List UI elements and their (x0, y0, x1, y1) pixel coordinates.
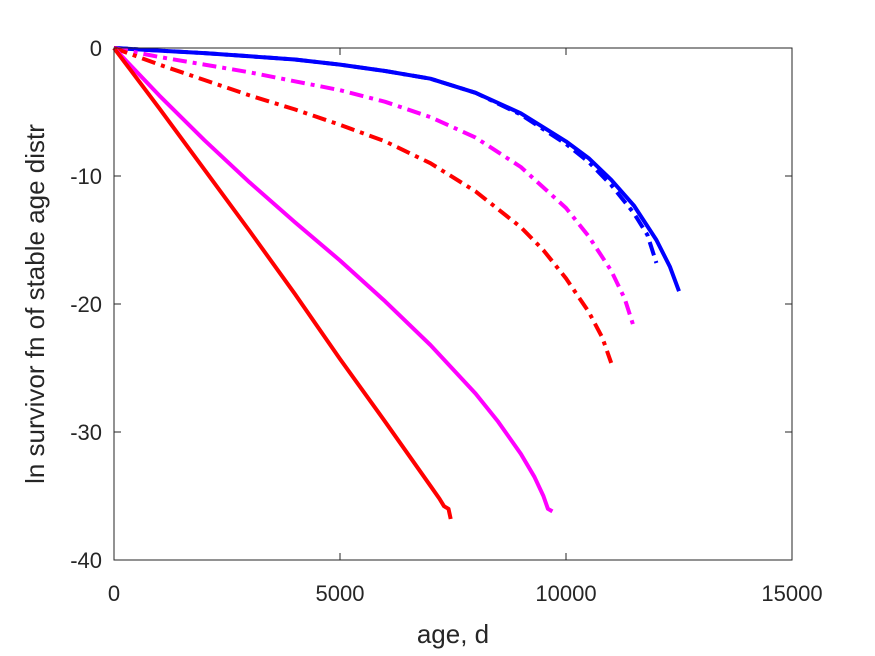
y-tick-label: -30 (70, 420, 102, 445)
y-axis-label: ln survivor fn of stable age distr (20, 124, 50, 484)
y-tick-label: -40 (70, 548, 102, 573)
series-line-6 (112, 46, 453, 520)
x-tick-label: 5000 (316, 581, 365, 606)
x-tick-label: 0 (108, 581, 120, 606)
plot-frame (113, 47, 793, 561)
x-tick-label: 15000 (761, 581, 822, 606)
series-line-2 (113, 46, 659, 264)
series-line-1 (113, 46, 681, 292)
y-tick-label: -10 (70, 164, 102, 189)
x-axis-label: age, d (417, 619, 489, 649)
series-line-5 (112, 46, 554, 514)
series-line-3 (113, 46, 636, 328)
y-tick-label: 0 (90, 36, 102, 61)
y-tick-label: -20 (70, 292, 102, 317)
ticks-layer: 0 5000 10000 15000 0 -10 -20 -30 -40 (70, 36, 822, 606)
series-layer (112, 46, 681, 520)
x-tick-label: 10000 (535, 581, 596, 606)
series-line-4 (113, 46, 614, 364)
